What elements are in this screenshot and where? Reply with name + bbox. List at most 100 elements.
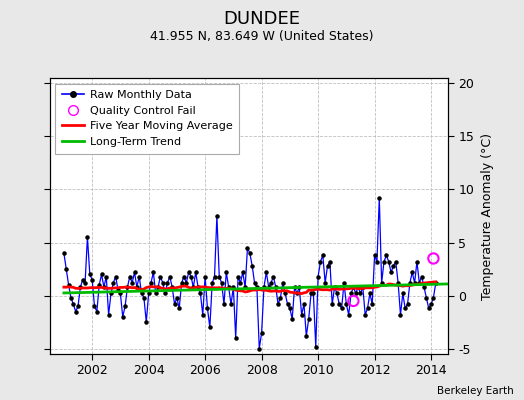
Point (196, 290, 204, 297)
Point (205, 324, 214, 331)
Point (432, 280, 440, 286)
Point (253, 284, 261, 290)
Point (229, 284, 237, 290)
Point (69, 301, 78, 307)
Point (236, 280, 245, 286)
Point (137, 290, 146, 297)
Point (387, 269, 395, 276)
Point (121, 303, 129, 310)
Point (210, 273, 219, 280)
Point (406, 280, 414, 286)
Point (293, 290, 301, 297)
Point (349, 298, 357, 304)
Point (215, 273, 223, 280)
Point (366, 290, 374, 297)
Point (60, 250, 68, 256)
Point (213, 213, 221, 219)
Text: DUNDEE: DUNDEE (224, 10, 300, 28)
Point (316, 258, 325, 265)
Point (166, 273, 174, 280)
Point (126, 273, 134, 280)
Point (358, 284, 367, 290)
Point (396, 312, 405, 318)
Point (265, 284, 273, 290)
Point (97, 271, 106, 278)
Point (79, 276, 87, 283)
Point (95, 282, 103, 288)
Point (380, 258, 388, 265)
Point (257, 330, 266, 336)
Point (391, 258, 400, 265)
Point (274, 301, 282, 307)
Point (344, 312, 353, 318)
Point (154, 284, 162, 290)
Point (300, 301, 308, 307)
Point (178, 280, 186, 286)
Point (234, 273, 242, 280)
Point (354, 284, 362, 290)
Point (182, 280, 191, 286)
Point (403, 301, 412, 307)
Point (312, 343, 320, 350)
Point (128, 280, 136, 286)
Point (102, 273, 111, 280)
Point (298, 312, 306, 318)
Point (399, 290, 407, 297)
Point (319, 252, 327, 258)
Point (170, 301, 179, 307)
Point (135, 273, 144, 280)
Point (326, 258, 334, 265)
Point (420, 284, 428, 290)
Legend: Raw Monthly Data, Quality Control Fail, Five Year Moving Average, Long-Term Tren: Raw Monthly Data, Quality Control Fail, … (56, 84, 239, 154)
Point (368, 301, 376, 307)
Point (269, 273, 278, 280)
Point (112, 273, 120, 280)
Point (203, 305, 212, 312)
Point (279, 280, 287, 286)
Point (192, 269, 200, 276)
Point (93, 308, 101, 315)
Point (262, 269, 270, 276)
Point (100, 284, 108, 290)
Point (187, 273, 195, 280)
Point (217, 280, 226, 286)
Point (304, 316, 313, 322)
Point (180, 273, 188, 280)
Point (286, 305, 294, 312)
Point (194, 284, 202, 290)
Point (349, 284, 357, 290)
Point (389, 263, 398, 269)
Point (370, 252, 379, 258)
Point (222, 269, 231, 276)
Point (363, 305, 372, 312)
Point (201, 273, 209, 280)
Point (114, 287, 122, 294)
Point (424, 305, 433, 312)
Point (81, 280, 89, 286)
Point (168, 284, 177, 290)
Point (159, 280, 167, 286)
Point (133, 284, 141, 290)
Point (74, 303, 82, 310)
Point (90, 303, 99, 310)
Text: Berkeley Earth: Berkeley Earth (437, 386, 514, 396)
Point (145, 290, 153, 297)
Point (142, 319, 150, 325)
Point (156, 273, 165, 280)
Point (276, 294, 285, 301)
Point (104, 312, 113, 318)
Point (347, 290, 355, 297)
Point (220, 301, 228, 307)
Point (342, 301, 351, 307)
Point (302, 333, 311, 339)
Point (118, 314, 127, 320)
Point (335, 301, 343, 307)
Point (401, 305, 409, 312)
Point (241, 284, 249, 290)
Point (415, 280, 423, 286)
Point (267, 280, 275, 286)
Point (255, 346, 264, 352)
Point (161, 290, 169, 297)
Point (356, 290, 365, 297)
Point (290, 284, 299, 290)
